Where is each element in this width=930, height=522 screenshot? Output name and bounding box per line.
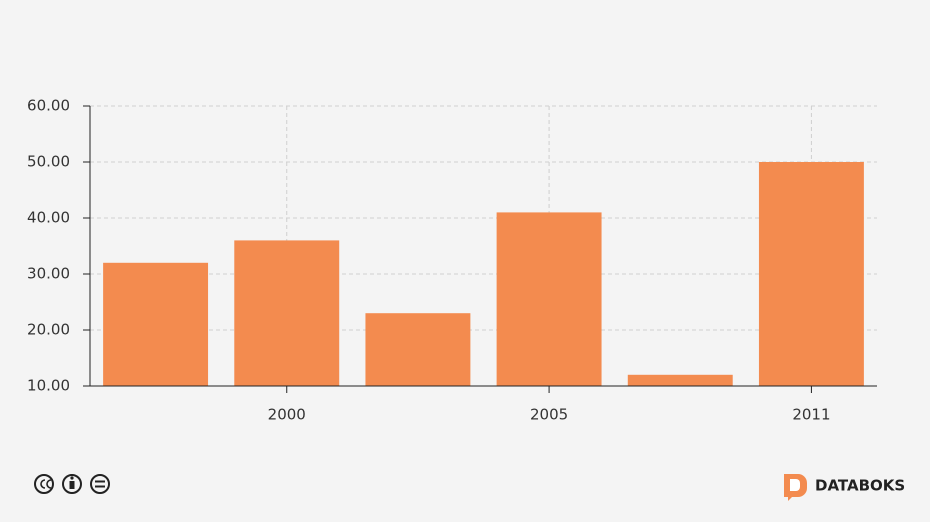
y-tick-label: 20.00 <box>27 321 70 339</box>
bar <box>627 374 733 386</box>
x-tick-label: 2005 <box>530 406 568 424</box>
license-icons <box>34 474 110 494</box>
y-tick-label: 50.00 <box>27 153 70 171</box>
y-tick-label: 10.00 <box>27 377 70 395</box>
bar <box>758 162 864 386</box>
bar <box>234 240 340 386</box>
x-tick-label: 2011 <box>792 406 830 424</box>
y-tick-label: 30.00 <box>27 265 70 283</box>
bar <box>496 212 602 386</box>
brand-logo <box>784 474 807 501</box>
bar <box>365 313 471 386</box>
y-tick-label: 60.00 <box>27 97 70 115</box>
bar <box>103 262 209 386</box>
y-tick-label: 40.00 <box>27 209 70 227</box>
x-tick-label: 2000 <box>268 406 306 424</box>
brand-name: DATABOKS <box>815 477 905 495</box>
